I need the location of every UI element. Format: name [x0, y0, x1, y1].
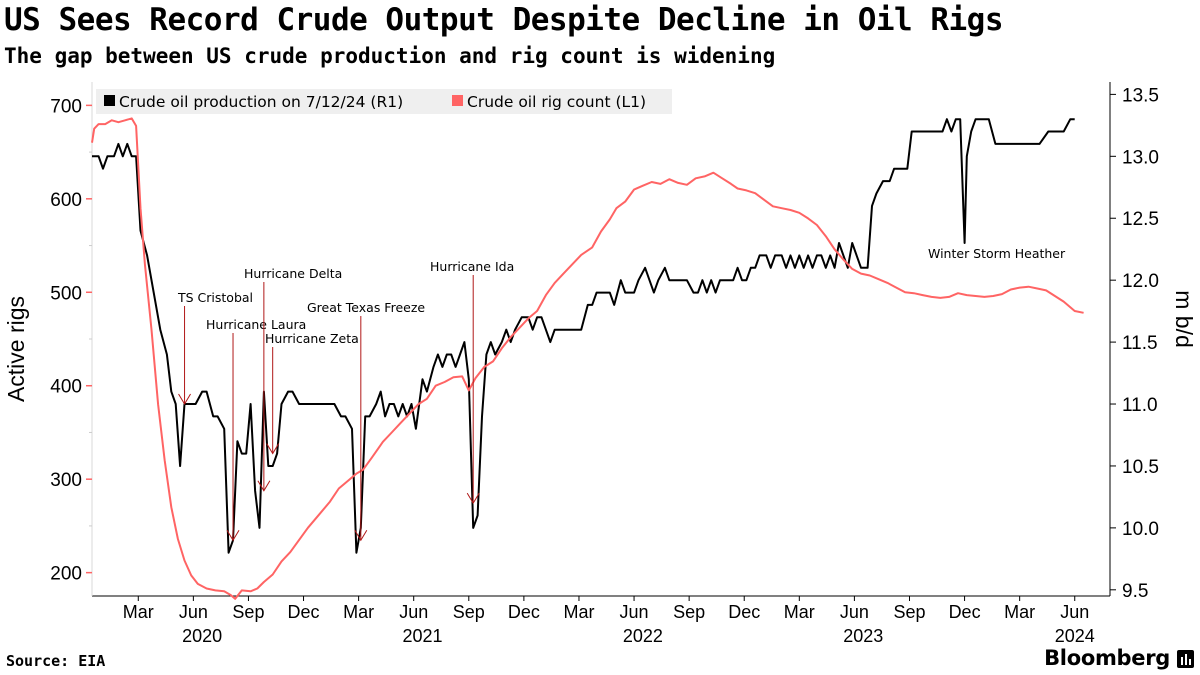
y-right-axis-title: m b/d [1171, 290, 1197, 348]
legend-label-rigs: Crude oil rig count (L1) [467, 93, 646, 111]
y-right-tick-label: 12.0 [1122, 271, 1159, 292]
annotation-label: Hurricane Delta [244, 266, 342, 281]
y-left-axis-title: Active rigs [3, 296, 29, 402]
x-tick-label: Jun [840, 602, 869, 622]
annotation-label: Hurricane Zeta [265, 331, 359, 346]
x-tick-label: Mar [1004, 602, 1035, 622]
y-left-tick-label: 600 [50, 190, 82, 211]
y-left-tick-label: 500 [50, 283, 82, 304]
series-layer [91, 117, 1084, 600]
source-note: Source: EIA [6, 652, 106, 670]
x-tick-label: Mar [123, 602, 154, 622]
legend-label-production: Crude oil production on 7/12/24 (R1) [119, 93, 403, 111]
y-right-tick-label: 11.5 [1122, 333, 1158, 354]
x-year-label: 2021 [402, 626, 442, 646]
x-tick-label: Dec [288, 602, 320, 622]
y-left-tick-label: 400 [50, 377, 82, 398]
annotation-arrow-head [466, 492, 480, 505]
y-right-tick-label: 11.0 [1122, 395, 1158, 416]
annotation-label: TS Cristobal [177, 290, 253, 305]
x-tick-label: Jun [399, 602, 428, 622]
annotation-arrow-head [226, 530, 240, 542]
x-tick-label: Sep [232, 602, 264, 622]
x-year-label: 2023 [843, 626, 883, 646]
x-tick-label: Sep [893, 602, 925, 622]
x-year-label: 2024 [1055, 626, 1095, 646]
annotation-label: Hurricane Ida [430, 259, 514, 274]
x-tick-label: Sep [673, 602, 705, 622]
x-tick-label: Jun [1060, 602, 1089, 622]
x-tick-label: Dec [508, 602, 540, 622]
annotation-arrow-head [354, 530, 368, 542]
y-right-tick-label: 9.5 [1122, 581, 1148, 602]
x-tick-label: Dec [728, 602, 760, 622]
legend-swatch-rigs [452, 95, 463, 106]
y-right-tick-label: 13.5 [1122, 85, 1159, 106]
bloomberg-chart-icon [1177, 650, 1194, 668]
annotation-arrow-head [178, 393, 191, 405]
x-tick-label: Sep [453, 602, 485, 622]
annotation-label: Great Texas Freeze [307, 300, 425, 315]
x-year-label: 2022 [623, 626, 663, 646]
chart-subtitle: The gap between US crude production and … [4, 44, 776, 68]
y-left-tick-label: 700 [50, 96, 82, 117]
legend-background [96, 89, 672, 114]
legend: Crude oil production on 7/12/24 (R1) Crud… [96, 89, 672, 114]
y-right-tick-label: 10.5 [1122, 457, 1159, 478]
annotation-layer: TS Cristobal Hurricane Laura Hurricane Del… [177, 246, 1066, 542]
y-left-tick-label: 200 [50, 564, 82, 585]
x-tick-label: Jun [620, 602, 649, 622]
chart-title: US Sees Record Crude Output Despite Decl… [4, 2, 1004, 38]
x-tick-label: Mar [784, 602, 815, 622]
y-left-tick-label: 300 [50, 470, 82, 491]
x-year-label: 2020 [182, 626, 222, 646]
brand-logo-text: Bloomberg [1044, 646, 1170, 670]
rig-count-line [91, 117, 1084, 600]
x-tick-label: Mar [563, 602, 594, 622]
x-tick-label: Jun [179, 602, 208, 622]
x-tick-label: Mar [343, 602, 374, 622]
x-tick-label: Dec [949, 602, 981, 622]
production-line [92, 118, 1075, 554]
y-right-tick-label: 13.0 [1122, 147, 1159, 168]
y-right-tick-label: 12.5 [1122, 209, 1159, 230]
legend-swatch-production [104, 95, 115, 106]
annotation-arrow-head [257, 480, 271, 492]
annotation-label: Hurricane Laura [206, 317, 306, 332]
y-right-tick-label: 10.0 [1122, 519, 1159, 540]
annotation-label: Winter Storm Heather [928, 246, 1066, 261]
axes-layer: 200 300 400 500 600 700 9.5 10.0 10.5 11.0 11.5 12.… [3, 82, 1197, 646]
annotation-arrow-head [266, 443, 280, 455]
